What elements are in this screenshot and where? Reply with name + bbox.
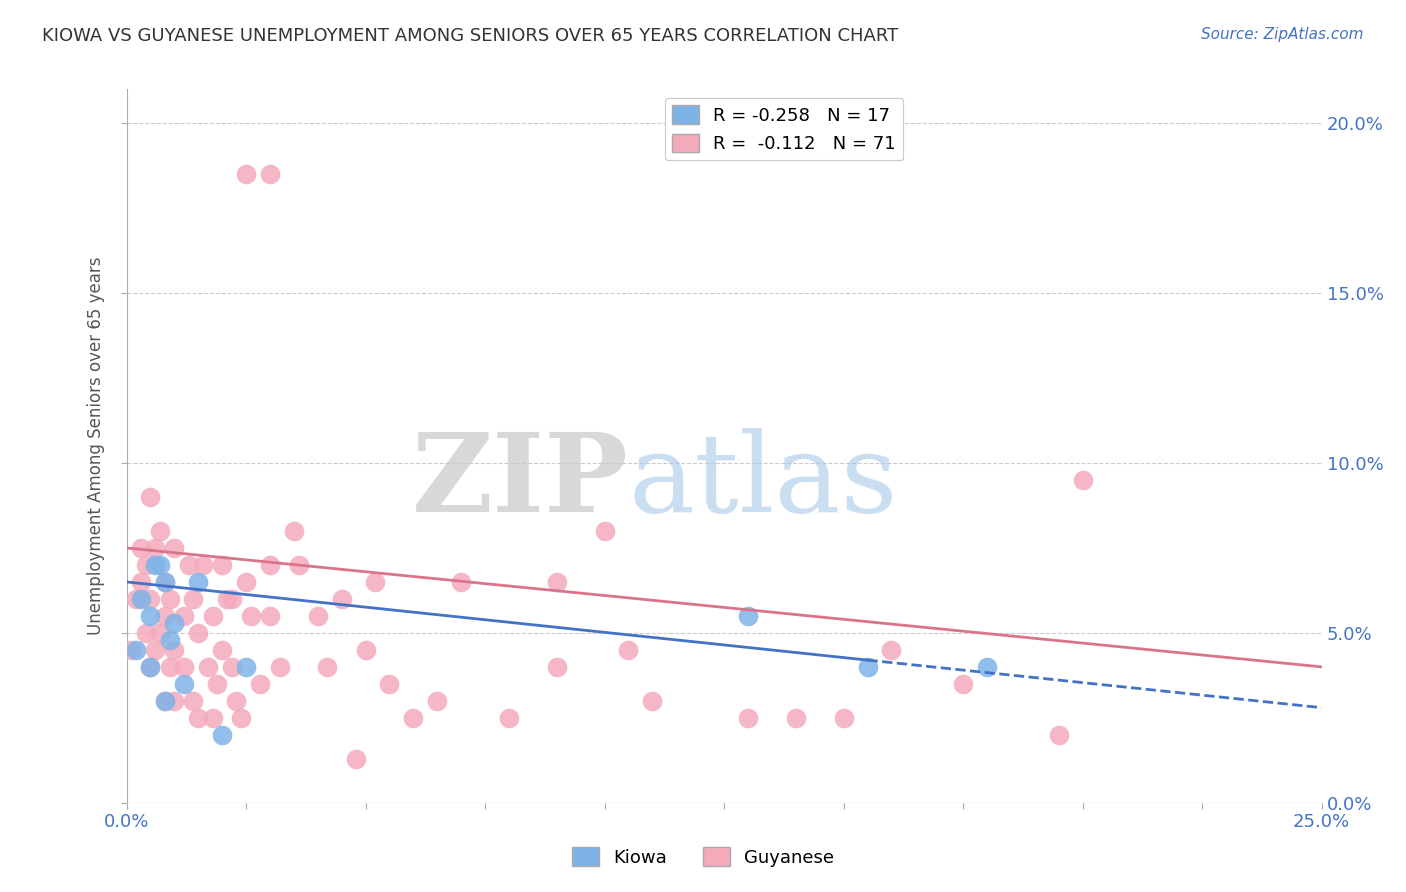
Point bbox=[139, 608, 162, 623]
Point bbox=[163, 694, 186, 708]
Point bbox=[163, 541, 186, 555]
Point bbox=[283, 524, 305, 538]
Point bbox=[173, 608, 195, 623]
Point bbox=[307, 608, 329, 623]
Point bbox=[952, 677, 974, 691]
Point bbox=[1047, 728, 1070, 742]
Point bbox=[832, 711, 855, 725]
Point bbox=[976, 660, 998, 674]
Point bbox=[159, 591, 181, 606]
Point bbox=[593, 524, 616, 538]
Point bbox=[235, 574, 257, 589]
Point bbox=[139, 591, 162, 606]
Point bbox=[269, 660, 291, 674]
Text: Source: ZipAtlas.com: Source: ZipAtlas.com bbox=[1201, 27, 1364, 42]
Point bbox=[201, 711, 224, 725]
Point bbox=[135, 626, 157, 640]
Point bbox=[153, 694, 176, 708]
Point bbox=[163, 643, 186, 657]
Point bbox=[139, 490, 162, 504]
Point bbox=[259, 608, 281, 623]
Text: ZIP: ZIP bbox=[412, 428, 628, 535]
Point bbox=[330, 591, 353, 606]
Point bbox=[139, 660, 162, 674]
Text: KIOWA VS GUYANESE UNEMPLOYMENT AMONG SENIORS OVER 65 YEARS CORRELATION CHART: KIOWA VS GUYANESE UNEMPLOYMENT AMONG SEN… bbox=[42, 27, 898, 45]
Point bbox=[498, 711, 520, 725]
Point bbox=[737, 711, 759, 725]
Point bbox=[153, 608, 176, 623]
Point bbox=[737, 608, 759, 623]
Point bbox=[239, 608, 262, 623]
Point bbox=[183, 694, 205, 708]
Point bbox=[641, 694, 664, 708]
Point bbox=[211, 558, 233, 572]
Point bbox=[1071, 473, 1094, 487]
Point bbox=[207, 677, 229, 691]
Point bbox=[129, 541, 152, 555]
Point bbox=[211, 728, 233, 742]
Point bbox=[187, 711, 209, 725]
Text: atlas: atlas bbox=[628, 428, 898, 535]
Point bbox=[316, 660, 339, 674]
Point bbox=[143, 541, 166, 555]
Point bbox=[259, 558, 281, 572]
Point bbox=[173, 660, 195, 674]
Point bbox=[856, 660, 879, 674]
Point bbox=[364, 574, 387, 589]
Point bbox=[143, 558, 166, 572]
Point bbox=[187, 626, 209, 640]
Point bbox=[125, 591, 148, 606]
Point bbox=[149, 524, 172, 538]
Point bbox=[402, 711, 425, 725]
Point bbox=[378, 677, 401, 691]
Point bbox=[215, 591, 238, 606]
Point bbox=[221, 591, 243, 606]
Point bbox=[197, 660, 219, 674]
Point bbox=[125, 643, 148, 657]
Point bbox=[129, 574, 152, 589]
Point bbox=[129, 591, 152, 606]
Point bbox=[221, 660, 243, 674]
Point bbox=[153, 574, 176, 589]
Point bbox=[149, 626, 172, 640]
Point bbox=[249, 677, 271, 691]
Point bbox=[201, 608, 224, 623]
Point bbox=[880, 643, 903, 657]
Point bbox=[153, 694, 176, 708]
Point bbox=[153, 574, 176, 589]
Legend: Kiowa, Guyanese: Kiowa, Guyanese bbox=[564, 840, 842, 874]
Point bbox=[139, 660, 162, 674]
Point bbox=[225, 694, 247, 708]
Point bbox=[785, 711, 807, 725]
Point bbox=[211, 643, 233, 657]
Point bbox=[450, 574, 472, 589]
Y-axis label: Unemployment Among Seniors over 65 years: Unemployment Among Seniors over 65 years bbox=[87, 257, 105, 635]
Point bbox=[177, 558, 200, 572]
Point bbox=[187, 574, 209, 589]
Point bbox=[173, 677, 195, 691]
Legend: R = -0.258   N = 17, R =  -0.112   N = 71: R = -0.258 N = 17, R = -0.112 N = 71 bbox=[665, 98, 903, 161]
Point bbox=[120, 643, 142, 657]
Point bbox=[191, 558, 214, 572]
Point bbox=[159, 660, 181, 674]
Point bbox=[183, 591, 205, 606]
Point bbox=[259, 167, 281, 181]
Point bbox=[617, 643, 640, 657]
Point bbox=[135, 558, 157, 572]
Point bbox=[149, 558, 172, 572]
Point bbox=[426, 694, 449, 708]
Point bbox=[159, 632, 181, 647]
Point bbox=[546, 660, 568, 674]
Point bbox=[143, 643, 166, 657]
Point bbox=[235, 167, 257, 181]
Point bbox=[546, 574, 568, 589]
Point bbox=[235, 660, 257, 674]
Point bbox=[344, 751, 367, 765]
Point bbox=[163, 615, 186, 630]
Point bbox=[354, 643, 377, 657]
Point bbox=[287, 558, 309, 572]
Point bbox=[231, 711, 253, 725]
